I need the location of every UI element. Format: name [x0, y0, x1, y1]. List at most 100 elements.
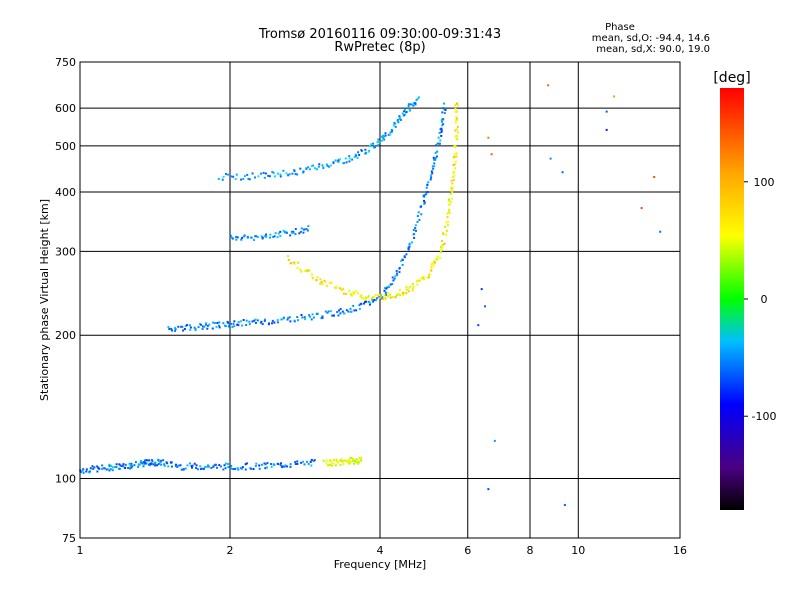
data-point — [454, 129, 457, 132]
data-point — [270, 465, 273, 468]
data-point — [377, 138, 380, 141]
data-point — [433, 158, 436, 161]
data-point — [448, 208, 451, 211]
data-point — [306, 460, 309, 463]
x-tick-label: 16 — [673, 544, 687, 557]
data-point — [287, 174, 290, 177]
data-point — [124, 466, 127, 469]
data-point — [269, 233, 272, 236]
plot-frame — [79, 61, 681, 539]
data-point — [277, 232, 280, 235]
data-point — [197, 326, 200, 329]
data-point — [456, 131, 459, 134]
data-point — [166, 462, 169, 465]
data-point — [82, 471, 85, 474]
data-point — [320, 281, 323, 284]
data-point — [315, 312, 318, 315]
data-point — [412, 228, 415, 231]
data-point — [170, 329, 173, 332]
data-point — [276, 172, 279, 175]
data-point — [640, 207, 643, 210]
data-point — [134, 461, 137, 464]
data-point — [411, 289, 414, 292]
data-point — [371, 298, 374, 301]
data-point — [272, 235, 275, 238]
data-point — [412, 285, 415, 288]
data-point — [334, 464, 337, 467]
data-point — [366, 296, 369, 299]
data-point — [382, 298, 385, 301]
data-point — [342, 292, 345, 295]
data-point — [444, 109, 447, 112]
data-point — [244, 463, 247, 466]
data-point — [290, 230, 293, 233]
data-point — [387, 133, 390, 136]
data-point — [356, 459, 359, 462]
data-point — [352, 459, 355, 462]
data-point — [294, 233, 297, 236]
data-point — [253, 176, 256, 179]
data-point — [325, 461, 328, 464]
data-point — [203, 325, 206, 328]
data-point — [196, 468, 199, 471]
data-point — [114, 466, 117, 469]
data-point — [422, 276, 425, 279]
data-point — [229, 467, 232, 470]
data-point — [360, 302, 363, 305]
data-point — [215, 466, 218, 469]
data-point — [367, 150, 370, 153]
data-point — [613, 95, 616, 98]
data-point — [423, 202, 426, 205]
data-point — [230, 175, 233, 178]
data-point — [202, 467, 205, 470]
data-point — [294, 461, 297, 464]
data-point — [420, 277, 423, 280]
data-point — [108, 465, 111, 468]
data-point — [440, 127, 443, 130]
data-point — [231, 326, 234, 329]
data-point — [245, 462, 248, 465]
data-point — [311, 276, 314, 279]
data-point — [296, 316, 299, 319]
data-point — [300, 227, 303, 230]
data-point — [425, 186, 428, 189]
data-point — [420, 205, 423, 208]
data-point — [282, 317, 285, 320]
data-point — [315, 168, 318, 171]
data-point — [401, 263, 404, 266]
data-point — [218, 321, 221, 324]
data-point — [144, 459, 147, 462]
colorbar-tick-label: -100 — [752, 410, 777, 423]
data-point — [254, 235, 257, 238]
data-point — [348, 157, 351, 160]
data-point — [341, 310, 344, 313]
data-point — [241, 236, 244, 239]
data-point — [163, 464, 166, 467]
data-point — [276, 319, 279, 322]
data-point — [310, 165, 313, 168]
data-point — [335, 285, 338, 288]
data-point — [487, 488, 490, 491]
data-point — [273, 464, 276, 467]
data-point — [309, 460, 312, 463]
data-point — [423, 195, 426, 198]
data-point — [308, 168, 311, 171]
data-point — [453, 144, 456, 147]
data-point — [659, 230, 662, 233]
data-point — [315, 279, 318, 282]
data-point — [79, 470, 82, 473]
data-point — [390, 130, 393, 133]
y-tick-label: 100 — [55, 473, 76, 486]
data-point — [261, 323, 264, 326]
data-point — [448, 203, 451, 206]
data-point — [442, 107, 445, 110]
data-point — [130, 466, 133, 469]
data-point — [334, 159, 337, 162]
data-point — [270, 463, 273, 466]
data-point — [443, 108, 446, 111]
data-point — [345, 309, 348, 312]
data-point — [101, 464, 104, 467]
data-point — [130, 462, 133, 465]
data-point — [258, 464, 261, 467]
data-point — [324, 310, 327, 313]
